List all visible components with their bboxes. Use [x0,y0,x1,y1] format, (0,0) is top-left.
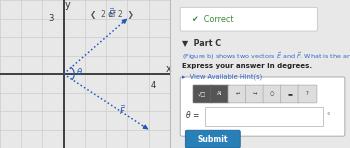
FancyBboxPatch shape [298,85,317,103]
Text: ▼  Part C: ▼ Part C [182,38,221,47]
Text: $\theta$: $\theta$ [76,66,83,77]
Text: Express your answer in degrees.: Express your answer in degrees. [182,63,312,69]
Text: ○: ○ [270,91,275,96]
Text: √□: √□ [198,91,207,96]
Text: ?: ? [306,91,309,96]
Text: 4: 4 [150,81,155,90]
Text: ▬: ▬ [287,91,293,96]
FancyBboxPatch shape [211,85,230,103]
Text: ▸  View Available Hint(s): ▸ View Available Hint(s) [182,73,262,80]
Text: ↪: ↪ [253,91,257,96]
Text: Submit: Submit [197,135,228,144]
Text: (Figure b) shows two vectors $\vec{E}$ and $\vec{F}$. What is the angle θ betwee: (Figure b) shows two vectors $\vec{E}$ a… [182,51,350,62]
Text: °: ° [326,113,329,119]
FancyBboxPatch shape [180,7,317,31]
FancyBboxPatch shape [263,85,282,103]
FancyBboxPatch shape [228,85,247,103]
Text: ✔  Correct: ✔ Correct [192,15,234,24]
Text: x: x [166,64,172,74]
FancyBboxPatch shape [205,107,323,126]
FancyBboxPatch shape [180,77,345,136]
Text: y: y [65,0,70,10]
FancyBboxPatch shape [186,130,240,148]
Text: $\vec{E}$: $\vec{E}$ [108,6,116,20]
Text: ❮  2 of 2  ❯: ❮ 2 of 2 ❯ [90,10,134,19]
Text: AI: AI [217,91,223,96]
Text: $\theta$ =: $\theta$ = [186,109,200,120]
FancyBboxPatch shape [193,85,212,103]
FancyBboxPatch shape [246,85,264,103]
Text: ↩: ↩ [235,91,240,96]
Text: 3: 3 [49,14,54,23]
FancyBboxPatch shape [281,85,299,103]
Text: $\vec{F}$: $\vec{F}$ [119,103,126,117]
